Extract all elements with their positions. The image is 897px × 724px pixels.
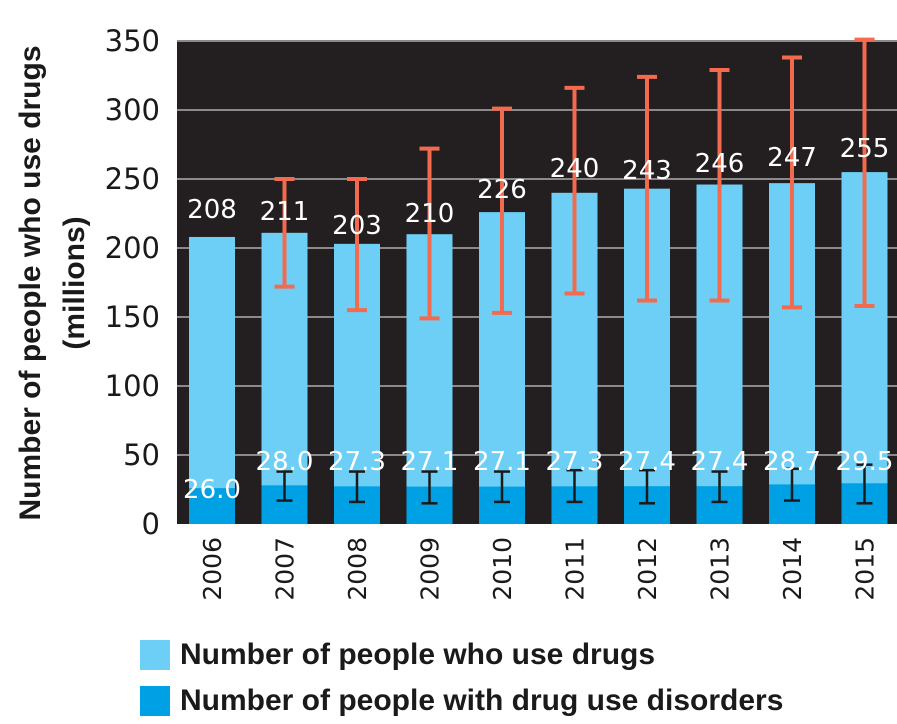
- y-tick-label: 250: [105, 162, 160, 196]
- y-axis-ticks: 0 50 100 150 200 250 300 350: [105, 24, 160, 541]
- error-bar-drug-disorders: [276, 470, 293, 502]
- data-label-drug-disorders: 28.7: [763, 447, 821, 477]
- data-label-drug-users: 247: [767, 143, 817, 173]
- y-axis-label-line2: (millions): [58, 216, 91, 349]
- data-labels: 208 211 203 210 226 240 243 246 247 255 26.0 28.0 27…: [183, 134, 893, 505]
- error-bar-drug-disorders: [784, 467, 800, 502]
- data-label-drug-users: 246: [695, 149, 745, 179]
- legend: Number of people who use drugs Number of…: [140, 632, 783, 724]
- bar-drug-disorders: [189, 488, 235, 524]
- legend-label-drug-disorders: Number of people with drug use disorders: [180, 684, 784, 717]
- y-tick-label: 50: [123, 438, 160, 472]
- data-label-drug-disorders: 27.3: [328, 447, 386, 477]
- error-bar-drug-users: [419, 146, 440, 321]
- x-tick-label: 2014: [778, 537, 807, 601]
- y-tick-label: 300: [105, 93, 160, 127]
- error-bar-drug-users: [854, 37, 875, 308]
- x-axis-ticks: 2006 2007 2008 2009 2010 2011 2012 2013 2014 2015: [198, 537, 880, 601]
- data-label-drug-disorders: 29.5: [836, 447, 894, 477]
- data-label-drug-users: 210: [405, 199, 455, 229]
- data-label-drug-disorders: 27.4: [618, 447, 676, 477]
- error-bar-drug-users: [492, 106, 512, 315]
- error-bar-drug-users: [347, 177, 367, 313]
- data-label-drug-disorders: 27.1: [473, 447, 531, 477]
- x-tick-label: 2008: [343, 537, 372, 601]
- data-label-drug-users: 243: [622, 156, 672, 186]
- x-tick-label: 2010: [488, 537, 517, 601]
- y-tick-label: 0: [142, 507, 160, 541]
- data-label-drug-disorders: 27.4: [691, 447, 749, 477]
- y-tick-label: 200: [105, 231, 160, 265]
- y-tick-label: 100: [105, 369, 160, 403]
- error-bar-drug-users: [564, 85, 585, 296]
- error-bar-drug-disorders: [711, 470, 728, 504]
- data-label-drug-users: 226: [477, 175, 527, 205]
- data-label-drug-disorders: 27.3: [546, 447, 604, 477]
- x-tick-label: 2013: [706, 537, 735, 601]
- error-bar-drug-disorders: [494, 470, 510, 504]
- bar-chart: Number of people who use drugs (millions…: [14, 24, 897, 601]
- x-tick-label: 2015: [851, 537, 880, 601]
- legend-label-drug-users: Number of people who use drugs: [180, 638, 656, 671]
- y-axis-label-line1: Number of people who use drugs: [14, 45, 47, 520]
- error-bar-drug-users: [709, 67, 730, 303]
- error-bar-drug-disorders: [566, 468, 583, 504]
- legend-swatch-drug-disorders: [140, 686, 170, 716]
- legend-item-drug-users: Number of people who use drugs: [140, 632, 783, 678]
- x-tick-label: 2011: [561, 537, 590, 601]
- data-label-drug-users: 208: [187, 195, 237, 225]
- error-bar-drug-disorders: [856, 463, 873, 505]
- bar-drug-users: [189, 236, 235, 524]
- data-label-drug-users: 255: [840, 134, 890, 164]
- legend-item-drug-disorders: Number of people with drug use disorders: [140, 678, 783, 724]
- error-bar-drug-users: [782, 55, 802, 310]
- y-tick-label: 150: [105, 300, 160, 334]
- error-bar-drug-users: [274, 177, 295, 289]
- data-label-drug-users: 211: [260, 197, 310, 227]
- data-label-drug-disorders: 28.0: [256, 447, 314, 477]
- data-label-drug-users: 203: [332, 211, 382, 241]
- error-bar-drug-disorders: [639, 468, 655, 505]
- data-label-drug-disorders: 27.1: [401, 447, 459, 477]
- x-tick-label: 2009: [416, 537, 445, 601]
- x-tick-label: 2007: [271, 537, 300, 601]
- legend-swatch-drug-users: [140, 640, 170, 670]
- x-tick-label: 2012: [633, 537, 662, 601]
- data-label-drug-disorders: 26.0: [183, 475, 241, 505]
- error-bars: [274, 37, 875, 505]
- y-tick-label: 350: [105, 24, 160, 58]
- error-bar-drug-users: [637, 74, 657, 303]
- error-bar-drug-disorders: [349, 470, 365, 504]
- error-bar-drug-disorders: [421, 470, 438, 505]
- x-tick-label: 2006: [198, 537, 227, 601]
- data-label-drug-users: 240: [550, 154, 600, 184]
